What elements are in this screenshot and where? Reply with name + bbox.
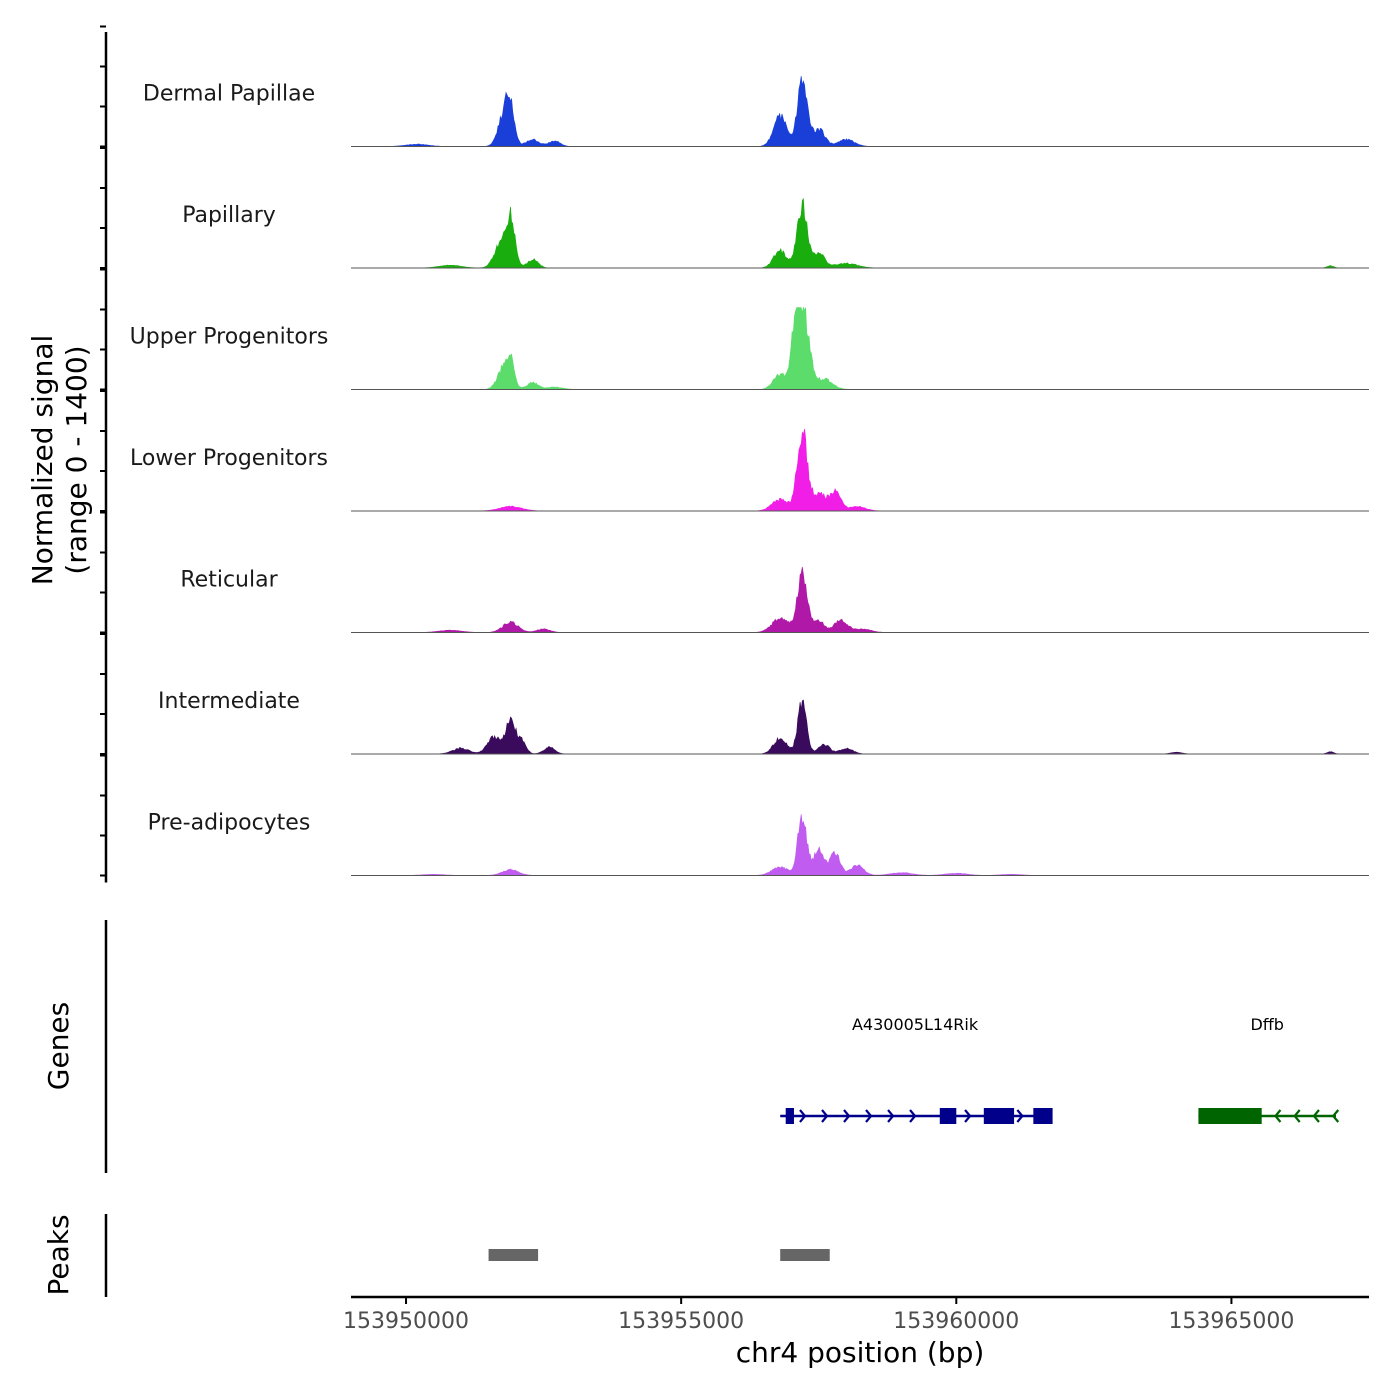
track-lower-progenitors: Lower Progenitors (130, 428, 1369, 512)
gene-label: A430005L14Rik (852, 1015, 979, 1034)
x-tick-label: 153955000 (618, 1309, 744, 1334)
x-axis: 153950000 153955000 153960000 153965000 (343, 1297, 1294, 1334)
strand-arrow (843, 1109, 851, 1123)
genes-panel-label: Genes (42, 1002, 75, 1090)
gene-label: Dffb (1250, 1015, 1284, 1034)
track-label: Upper Progenitors (130, 325, 329, 350)
peak-track (488, 1249, 830, 1261)
gene-dffb: Dffb (1198, 1015, 1340, 1124)
strand-arrow (1312, 1109, 1320, 1123)
strand-arrow (887, 1109, 895, 1123)
gene-exon (1198, 1108, 1262, 1124)
gene-exon (1033, 1108, 1053, 1124)
track-pre-adipocytes: Pre-adipocytes (148, 811, 1369, 876)
peaks-panel-label: Peaks (42, 1214, 75, 1295)
x-tick-label: 153950000 (343, 1309, 469, 1334)
track-label: Lower Progenitors (130, 446, 328, 471)
strand-arrow (1274, 1109, 1282, 1123)
strand-arrow (1331, 1109, 1340, 1123)
gene-exon (983, 1108, 1015, 1124)
track-label: Reticular (180, 568, 278, 593)
track-label: Papillary (182, 203, 276, 228)
strand-arrow (799, 1109, 807, 1123)
strand-arrow (821, 1109, 829, 1123)
coverage-area (351, 814, 1339, 876)
peak-region (488, 1249, 539, 1261)
track-reticular: Reticular (180, 566, 1369, 633)
coverage-area (351, 566, 1339, 633)
coverage-area (351, 428, 1339, 512)
x-tick-label: 153965000 (1168, 1309, 1294, 1334)
track-dermal-papillae: Dermal Papillae (143, 76, 1369, 147)
track-upper-progenitors: Upper Progenitors (130, 306, 1369, 390)
peak-region (780, 1249, 830, 1261)
strand-arrow (909, 1109, 917, 1123)
y-axis-title-line1: Normalized signal (26, 335, 59, 586)
strand-arrow (1293, 1109, 1301, 1123)
track-label: Pre-adipocytes (148, 811, 311, 836)
coverage-tracks: Dermal Papillae Papillary Upper Progenitor… (130, 76, 1369, 876)
strand-arrow (865, 1109, 873, 1123)
strand-arrow (964, 1109, 972, 1123)
coverage-area (351, 76, 1339, 147)
y-axis-title-line2: (range 0 - 1400) (60, 345, 93, 574)
coverage-area (351, 197, 1339, 269)
track-papillary: Papillary (182, 197, 1369, 269)
gene-exon (785, 1108, 794, 1124)
gene-exon (939, 1108, 957, 1124)
track-label: Intermediate (158, 689, 300, 714)
y-axis (100, 25, 108, 883)
x-tick-label: 153960000 (893, 1309, 1019, 1334)
strand-arrow (1016, 1109, 1024, 1123)
x-axis-title: chr4 position (bp) (736, 1336, 985, 1369)
coverage-area (351, 699, 1339, 755)
gene-a430005l14rik: A430005L14Rik (780, 1015, 1053, 1124)
track-intermediate: Intermediate (158, 689, 1369, 755)
coverage-area (351, 306, 1339, 390)
gene-track: A430005L14Rik Dffb (780, 1015, 1340, 1124)
track-label: Dermal Papillae (143, 82, 315, 107)
y-axis-title: Normalized signal (range 0 - 1400) (26, 335, 93, 586)
